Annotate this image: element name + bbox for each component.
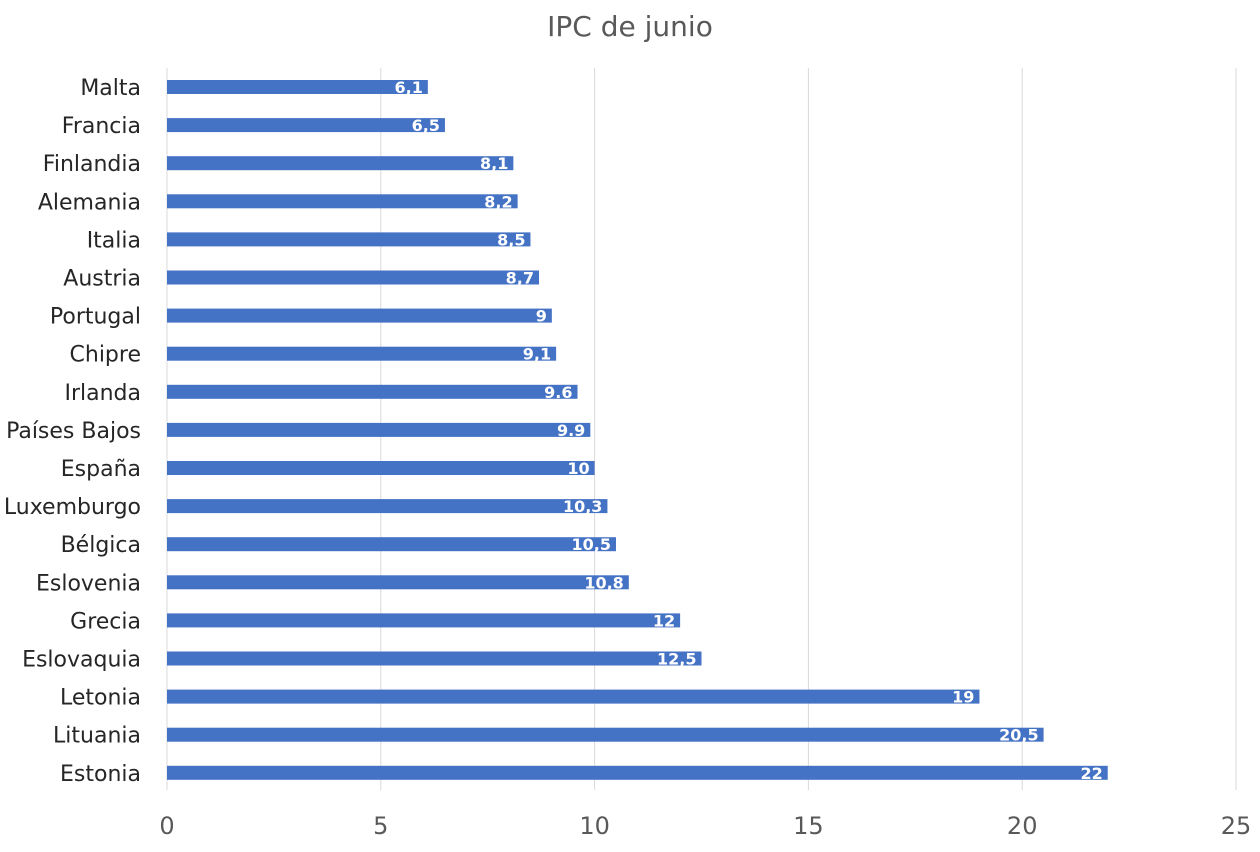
data-label: 9.6 <box>544 383 572 402</box>
bar <box>167 308 552 323</box>
bar <box>167 384 578 399</box>
data-label: 19 <box>952 688 974 707</box>
bar <box>167 194 518 209</box>
category-label: Francia <box>62 114 141 139</box>
bar <box>167 727 1044 742</box>
category-label: Eslovenia <box>36 571 141 596</box>
data-label: 9,1 <box>523 345 551 364</box>
x-tick-label: 5 <box>373 812 388 840</box>
data-label: 10 <box>567 459 589 478</box>
x-tick-label: 25 <box>1221 812 1252 840</box>
category-label: Lituania <box>53 724 141 749</box>
category-label: Estonia <box>60 762 141 787</box>
data-label: 22 <box>1080 764 1102 783</box>
category-label: Grecia <box>70 609 141 634</box>
bar <box>167 232 531 247</box>
category-label: Portugal <box>50 305 141 330</box>
category-label: España <box>61 457 141 482</box>
category-label: Bélgica <box>61 533 141 558</box>
bar <box>167 689 980 704</box>
data-label: 10,8 <box>584 573 623 592</box>
bar <box>167 537 616 552</box>
data-label: 12 <box>653 611 675 630</box>
category-label: Países Bajos <box>6 419 141 444</box>
category-labels: Malta Francia Finlandia Alemania Italia Austr… <box>4 76 141 787</box>
bar <box>167 461 595 475</box>
category-label: Chipre <box>70 343 141 368</box>
category-label: Alemania <box>38 190 141 215</box>
bar <box>167 575 629 590</box>
bar <box>167 422 591 437</box>
bar <box>167 156 514 171</box>
bar <box>167 765 1108 780</box>
data-label: 8,2 <box>484 192 512 211</box>
x-tick-label: 10 <box>579 812 610 840</box>
bar <box>167 499 608 514</box>
category-label: Malta <box>80 76 141 101</box>
data-label: 9.9 <box>557 421 585 440</box>
data-label: 12,5 <box>657 650 696 669</box>
category-label: Irlanda <box>64 381 141 406</box>
data-label: 8,5 <box>497 230 525 249</box>
category-label: Finlandia <box>43 152 141 177</box>
data-label: 20,5 <box>999 726 1038 745</box>
bar <box>167 613 681 628</box>
data-label: 9 <box>536 307 547 326</box>
x-tick-label: 15 <box>793 812 824 840</box>
bar <box>167 80 428 94</box>
bar <box>167 346 557 361</box>
bars <box>167 80 1108 780</box>
bar <box>167 118 445 133</box>
chart-title: IPC de junio <box>547 10 713 43</box>
x-tick-label: 0 <box>159 812 174 840</box>
data-label: 10,5 <box>571 535 610 554</box>
data-label: 6,5 <box>412 116 440 135</box>
data-labels: 6,1 6,5 8,1 8,2 8,5 8,79 9,1 9.6 9.9 10 10,3 10,5 10… <box>394 78 1102 783</box>
x-tick-labels: 0 5 10 15 20 25 <box>159 812 1251 840</box>
category-label: Letonia <box>60 686 141 711</box>
bar <box>167 270 540 285</box>
data-label: 6,1 <box>394 78 422 97</box>
data-label: 8,7 <box>506 269 534 288</box>
data-label: 8,1 <box>480 154 508 173</box>
bar <box>167 651 702 666</box>
x-tick-label: 20 <box>1007 812 1038 840</box>
category-label: Austria <box>63 267 141 292</box>
category-label: Luxemburgo <box>4 495 141 520</box>
data-label: 10,3 <box>563 497 602 516</box>
category-label: Italia <box>87 228 141 253</box>
category-label: Eslovaquia <box>22 648 141 673</box>
